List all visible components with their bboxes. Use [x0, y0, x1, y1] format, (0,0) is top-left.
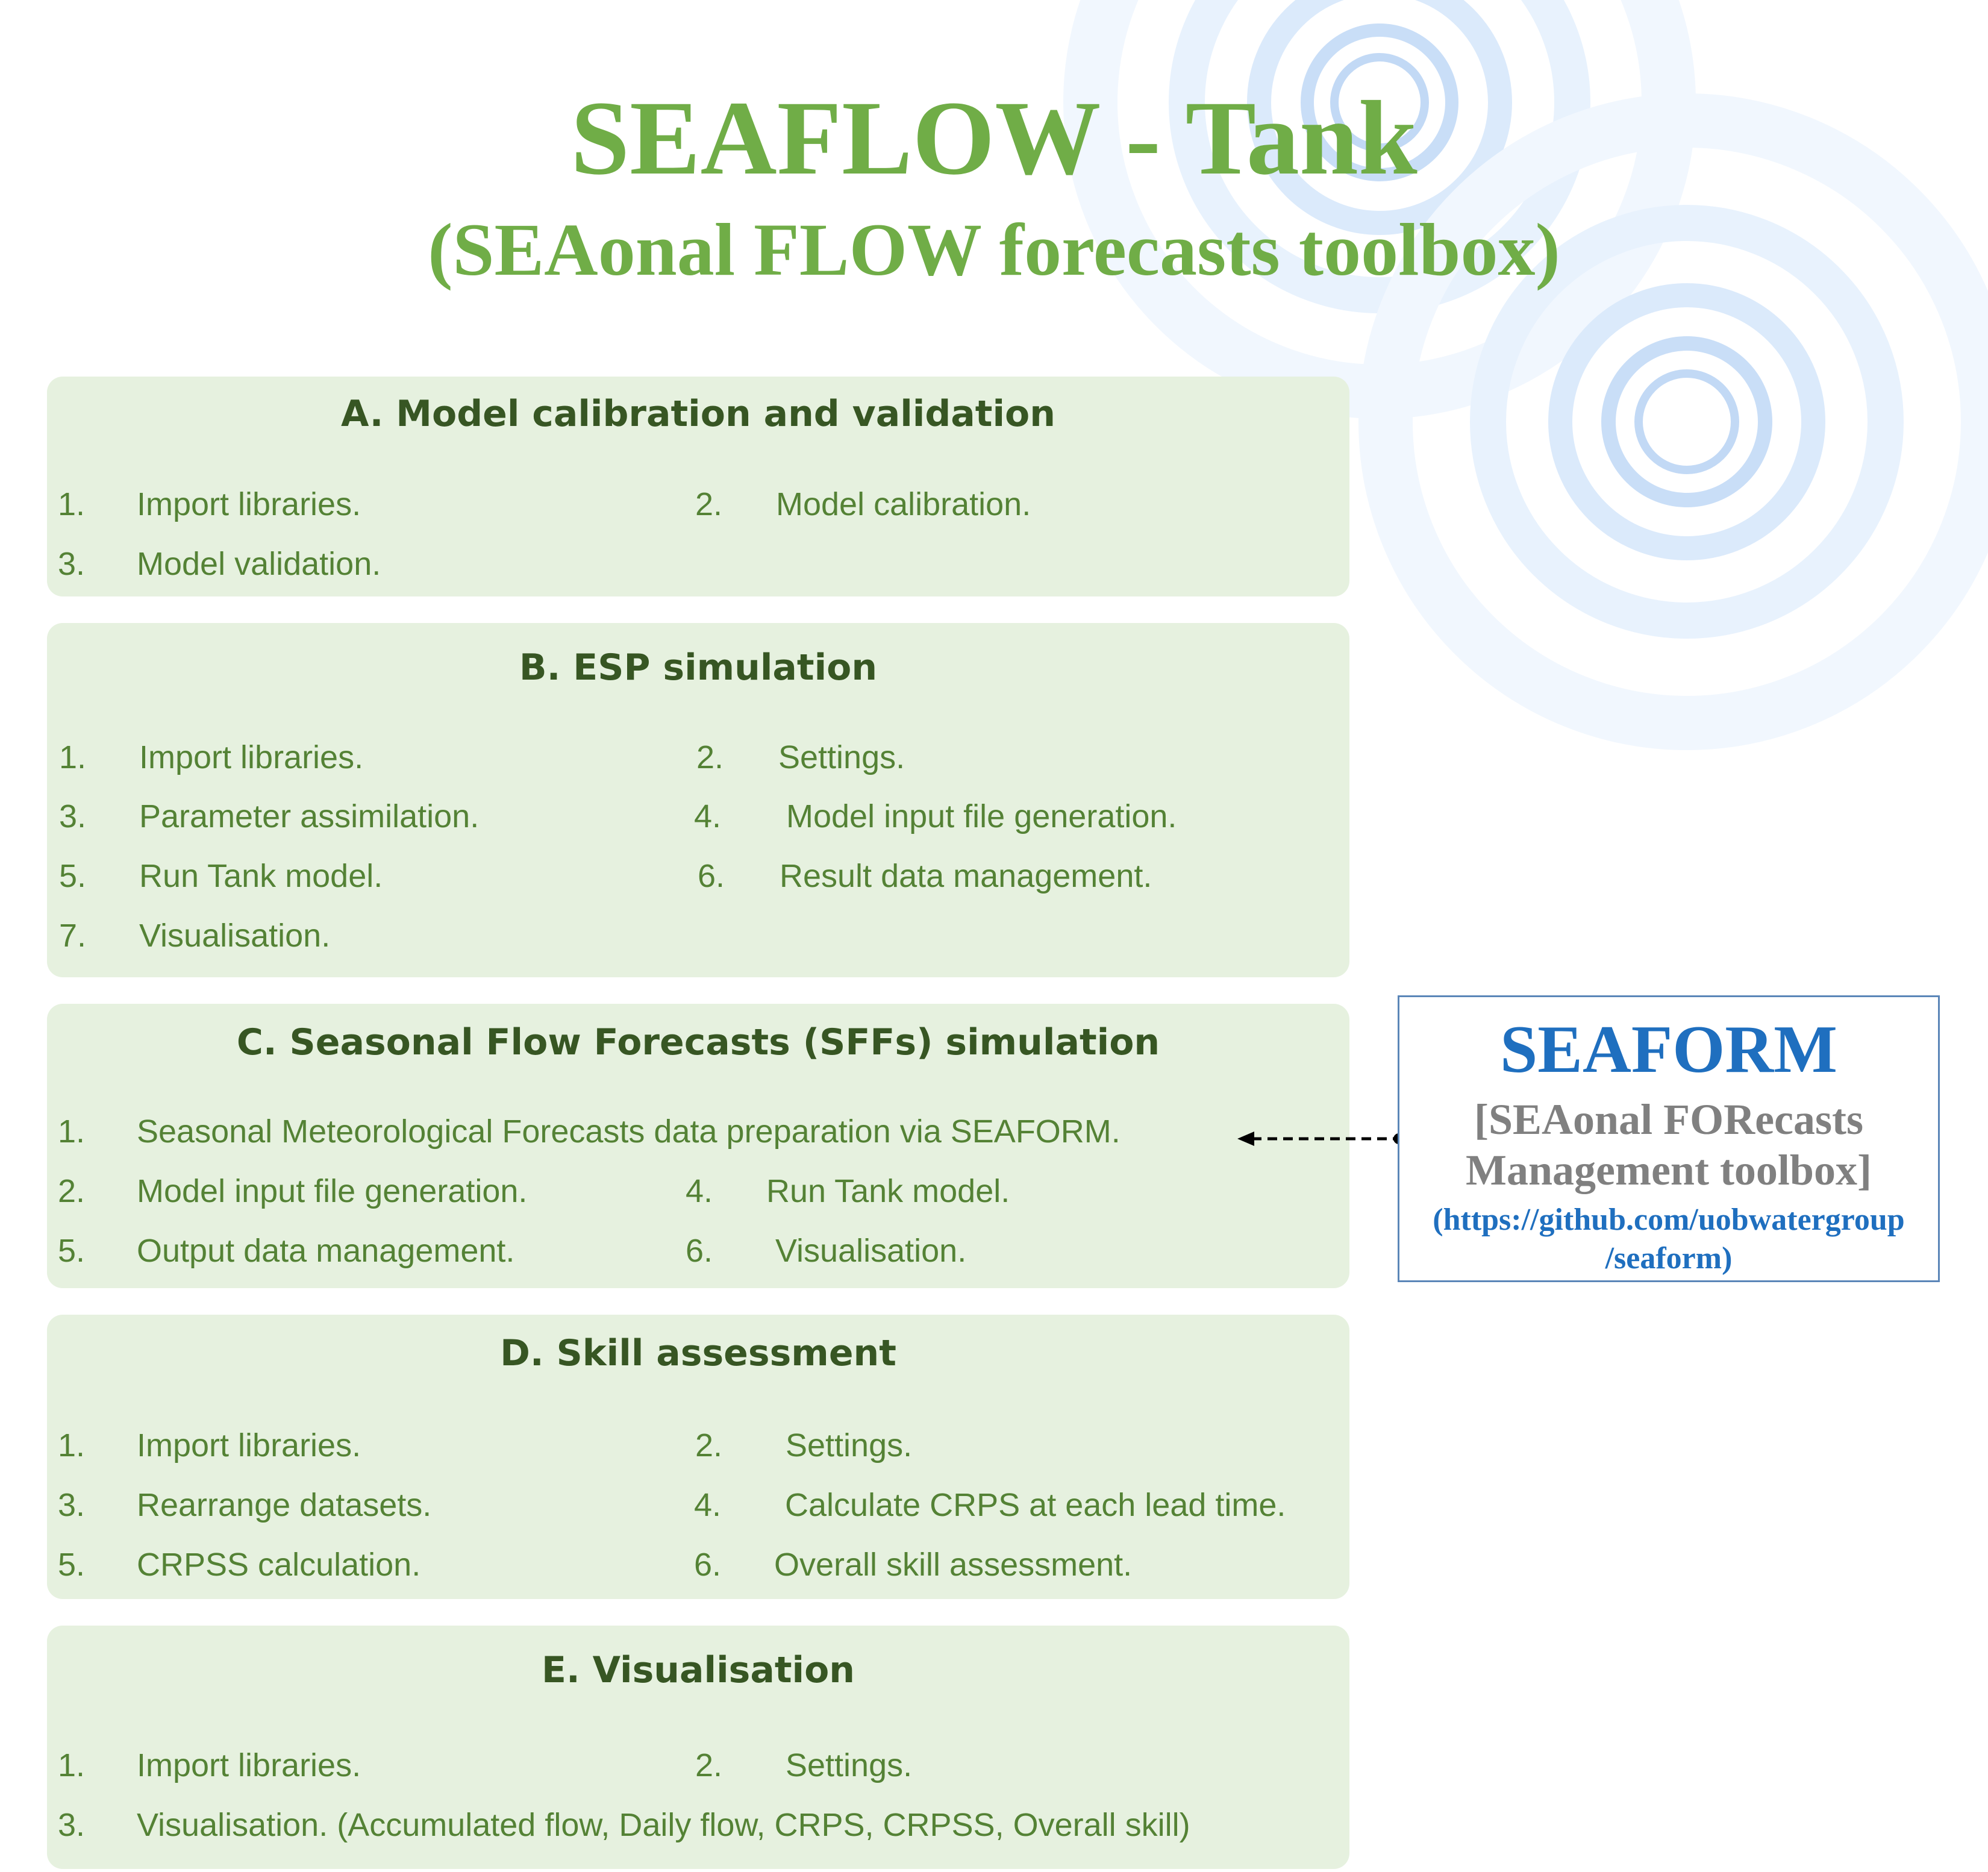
item-number: 6.: [698, 858, 725, 894]
item-text: Settings.: [778, 739, 905, 775]
ripple-1-ring-3: [1247, 0, 1512, 235]
item-number: 5.: [59, 858, 87, 894]
item-number: 3.: [58, 1807, 86, 1843]
arrowhead-icon: [1237, 1132, 1254, 1146]
item-number: 1.: [58, 1747, 86, 1783]
panel-d-skill-assessment: D. Skill assessment 1. Import libraries.…: [47, 1315, 1349, 1599]
seaform-link-line1[interactable]: (https://github.com/uobwatergroup: [1433, 1203, 1905, 1237]
item-text: Visualisation. (Accumulated flow, Daily …: [137, 1807, 1190, 1843]
subtitle: (SEAonal FLOW forecasts toolbox): [428, 208, 1560, 291]
seaform-info-box: SEAFORM [SEAonal FORecasts Management to…: [1398, 995, 1940, 1282]
item-text: Model calibration.: [776, 486, 1031, 522]
item-number: 6.: [694, 1547, 722, 1583]
item-number: 2.: [696, 739, 724, 775]
panel-e-heading: E. Visualisation: [541, 1649, 855, 1691]
panel-b-esp-simulation: B. ESP simulation 1. Import libraries. 2…: [47, 623, 1349, 977]
item-text: CRPSS calculation.: [137, 1547, 421, 1583]
ripple-2-ring-3: [1548, 283, 1825, 560]
item-text: Import libraries.: [139, 739, 364, 775]
item-text: Visualisation.: [775, 1233, 967, 1269]
item-number: 2.: [695, 1427, 723, 1463]
panel-b-heading: B. ESP simulation: [519, 646, 878, 689]
item-number: 1.: [58, 1427, 86, 1463]
ripple-2-ring-2: [1470, 205, 1904, 639]
ripple-2-ring-4: [1601, 336, 1772, 507]
panel-c-sff-simulation: C. Seasonal Flow Forecasts (SFFs) simula…: [47, 1004, 1349, 1288]
item-text: Output data management.: [137, 1233, 515, 1269]
panel-d-heading: D. Skill assessment: [500, 1332, 896, 1374]
item-text: Result data management.: [780, 858, 1152, 894]
item-number: 2.: [695, 1747, 723, 1783]
ripple-1-ring-5: [1330, 53, 1429, 152]
seaform-subtitle-line1: [SEAonal FORecasts: [1474, 1095, 1863, 1144]
ripple-1-ring-4: [1301, 23, 1458, 181]
item-number: 3.: [58, 546, 86, 582]
item-text: Model validation.: [137, 546, 381, 582]
seaform-title: SEAFORM: [1500, 1012, 1837, 1087]
item-number: 1.: [58, 486, 86, 522]
item-number: 7.: [59, 918, 87, 954]
item-number: 1.: [58, 1113, 86, 1150]
panel-e-visualisation: E. Visualisation 1. Import libraries. 2.…: [47, 1626, 1349, 1869]
item-number: 4.: [686, 1173, 713, 1209]
ripple-2-ring-5: [1634, 369, 1739, 474]
item-text: Visualisation.: [139, 918, 331, 954]
ripple-2-ring-1: [1358, 93, 1988, 750]
item-number: 4.: [694, 1487, 722, 1523]
item-number: 3.: [59, 798, 87, 834]
item-number: 4.: [694, 798, 722, 834]
panel-a-heading: A. Model calibration and validation: [341, 393, 1055, 435]
item-number: 3.: [58, 1487, 86, 1523]
item-number: 2.: [695, 486, 723, 522]
item-text: Run Tank model.: [766, 1173, 1010, 1209]
item-text: Model input file generation.: [137, 1173, 528, 1209]
panel-c-heading: C. Seasonal Flow Forecasts (SFFs) simula…: [236, 1021, 1160, 1063]
panel-a-model-calibration: A. Model calibration and validation 1. I…: [47, 377, 1349, 596]
item-text: Import libraries.: [137, 1747, 361, 1783]
item-text: Settings.: [786, 1427, 913, 1463]
item-text: Calculate CRPS at each lead time.: [785, 1487, 1286, 1523]
item-number: 5.: [58, 1547, 86, 1583]
seaform-link-line2[interactable]: /seaform): [1605, 1241, 1733, 1276]
item-text: Import libraries.: [137, 1427, 361, 1463]
item-text: Parameter assimilation.: [139, 798, 480, 834]
main-title: SEAFLOW - Tank: [570, 80, 1418, 197]
item-number: 5.: [58, 1233, 86, 1269]
item-text: Run Tank model.: [139, 858, 383, 894]
seaform-connector-arrow: [1237, 1132, 1404, 1146]
ripple-1-ring-2: [1169, 0, 1590, 313]
item-text: Overall skill assessment.: [774, 1547, 1133, 1583]
item-number: 1.: [59, 739, 87, 775]
item-number: 2.: [58, 1173, 86, 1209]
item-text: Seasonal Meteorological Forecasts data p…: [137, 1113, 1121, 1150]
item-text: Rearrange datasets.: [137, 1487, 432, 1523]
seaform-subtitle-line2: Management toolbox]: [1466, 1146, 1872, 1194]
item-text: Model input file generation.: [786, 798, 1177, 834]
item-text: Import libraries.: [137, 486, 361, 522]
item-number: 6.: [686, 1233, 713, 1269]
item-text: Settings.: [786, 1747, 913, 1783]
